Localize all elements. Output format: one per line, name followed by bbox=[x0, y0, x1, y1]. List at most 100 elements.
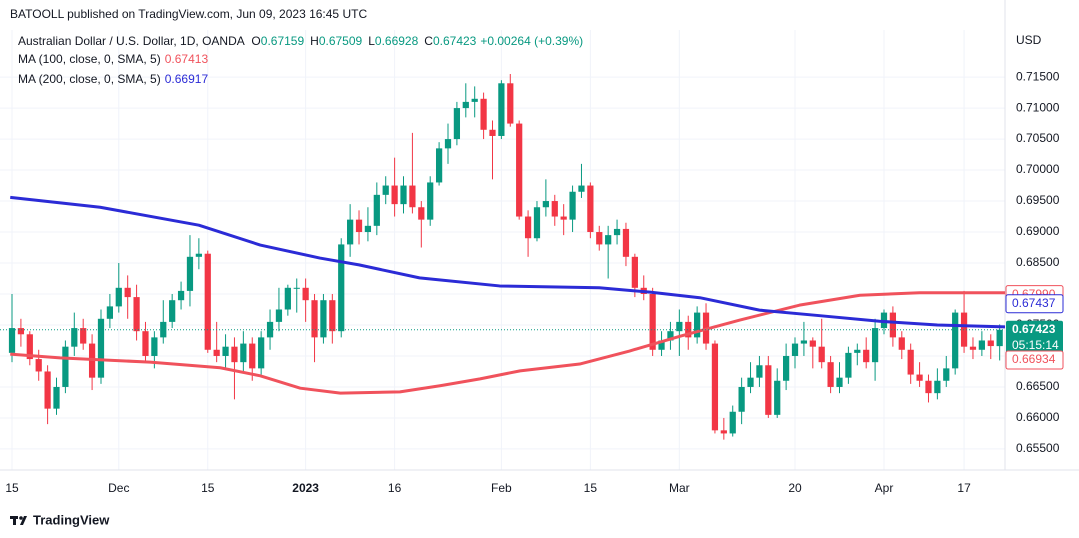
legend-ma: MA (100, close, 0, SMA, 5) 0.67413 MA (200… bbox=[18, 52, 208, 92]
candle-body bbox=[836, 377, 843, 387]
candle-body bbox=[907, 349, 914, 375]
ma-line bbox=[10, 195, 1006, 329]
candle-body bbox=[320, 300, 327, 338]
change: +0.00264 (+0.39%) bbox=[480, 34, 584, 48]
candle-body bbox=[524, 216, 532, 239]
candle-body bbox=[596, 232, 603, 245]
candle-body bbox=[863, 349, 870, 363]
candle-body bbox=[898, 337, 905, 350]
candle-body bbox=[916, 374, 923, 381]
candle-body bbox=[249, 343, 256, 369]
candle-body bbox=[720, 430, 727, 434]
y-tick-label: 0.69500 bbox=[1016, 193, 1060, 207]
candle-body bbox=[649, 294, 656, 350]
candle-body bbox=[774, 380, 781, 415]
candle-body bbox=[783, 355, 790, 381]
candle-body bbox=[115, 287, 122, 307]
x-tick-label: Apr bbox=[875, 481, 894, 495]
x-tick-label: 15 bbox=[584, 481, 598, 495]
candle-body bbox=[551, 201, 558, 217]
candle-body bbox=[889, 312, 897, 338]
candle-body bbox=[676, 321, 683, 332]
candle-body bbox=[480, 98, 487, 130]
candle-body bbox=[275, 309, 283, 322]
candle-body bbox=[631, 256, 638, 288]
ohlc-letter: C bbox=[424, 34, 433, 48]
candle-body bbox=[400, 185, 407, 205]
candle-body bbox=[507, 83, 514, 124]
candle-body bbox=[622, 228, 630, 257]
ohlc-letter: O bbox=[251, 34, 261, 48]
candle-body bbox=[667, 331, 674, 341]
candle-body bbox=[133, 297, 140, 332]
candle-body bbox=[435, 148, 443, 183]
y-tick-label: 0.70000 bbox=[1016, 162, 1060, 176]
candle-body bbox=[960, 312, 968, 347]
x-tick-label: Feb bbox=[491, 481, 512, 495]
candle-body bbox=[542, 201, 549, 208]
candle-body bbox=[355, 219, 363, 233]
candle-body bbox=[791, 343, 799, 356]
candle-body bbox=[943, 368, 950, 381]
candle-body bbox=[818, 346, 825, 363]
candle-body bbox=[418, 207, 425, 220]
ma-value: 0.66917 bbox=[164, 72, 209, 86]
candle-body bbox=[613, 228, 621, 236]
candle-body bbox=[293, 287, 300, 289]
ma-legend-row: MA (200, close, 0, SMA, 5) 0.66917 bbox=[18, 72, 208, 86]
x-tick-label: 17 bbox=[957, 481, 971, 495]
candle-body bbox=[177, 290, 185, 301]
candle-body bbox=[195, 253, 202, 257]
candle-body bbox=[587, 185, 594, 233]
candle-body bbox=[533, 207, 541, 239]
ohlc-value: 0.67509 bbox=[318, 34, 363, 48]
candle-body bbox=[382, 185, 389, 195]
candle-body bbox=[800, 340, 808, 344]
x-tick-label: 15 bbox=[201, 481, 215, 495]
candle-body bbox=[987, 340, 994, 347]
ohlc-letter: L bbox=[368, 34, 375, 48]
footer-logo bbox=[10, 516, 27, 525]
candle-body bbox=[124, 287, 131, 298]
candle-body bbox=[213, 349, 220, 356]
candle-body bbox=[605, 235, 612, 245]
candle-body bbox=[827, 362, 834, 387]
ohlc-value: 0.67159 bbox=[260, 34, 305, 48]
candle-body bbox=[338, 244, 345, 332]
candle-body bbox=[711, 343, 719, 431]
price-label: 0.67423 bbox=[1012, 322, 1056, 336]
y-tick-label: 0.68500 bbox=[1016, 255, 1060, 269]
candle-body bbox=[444, 139, 452, 149]
candle-body bbox=[952, 312, 959, 369]
ma-name: MA (100, close, 0, SMA, 5) bbox=[18, 52, 161, 66]
candle-body bbox=[204, 253, 211, 350]
candle-body bbox=[729, 411, 736, 434]
candle-body bbox=[498, 83, 505, 136]
candle-body bbox=[160, 321, 167, 338]
candle-body bbox=[284, 287, 291, 310]
candle-body bbox=[925, 380, 932, 394]
candle-body bbox=[996, 329, 1003, 347]
candles bbox=[8, 74, 1003, 440]
x-tick-label: Dec bbox=[108, 481, 129, 495]
candle-body bbox=[44, 371, 51, 409]
candle-body bbox=[765, 365, 772, 415]
price-label-box bbox=[1005, 294, 1064, 314]
candle-body bbox=[169, 300, 176, 322]
y-tick-label: 0.66000 bbox=[1016, 410, 1060, 424]
candle-body bbox=[222, 346, 229, 356]
y-tick-label: 0.70500 bbox=[1016, 131, 1060, 145]
candle-body bbox=[97, 318, 105, 378]
ma-legend-row: MA (100, close, 0, SMA, 5) 0.67413 bbox=[18, 52, 208, 66]
candle-body bbox=[871, 328, 879, 363]
candle-body bbox=[453, 108, 461, 140]
candle-body bbox=[151, 337, 158, 356]
candle-body bbox=[186, 256, 194, 291]
candle-body bbox=[685, 321, 692, 338]
candle-body bbox=[106, 306, 114, 319]
candle-body bbox=[80, 328, 87, 344]
candle-body bbox=[427, 182, 434, 220]
candle-body bbox=[694, 312, 701, 338]
candle-body bbox=[53, 386, 60, 409]
candle-body bbox=[738, 386, 745, 412]
